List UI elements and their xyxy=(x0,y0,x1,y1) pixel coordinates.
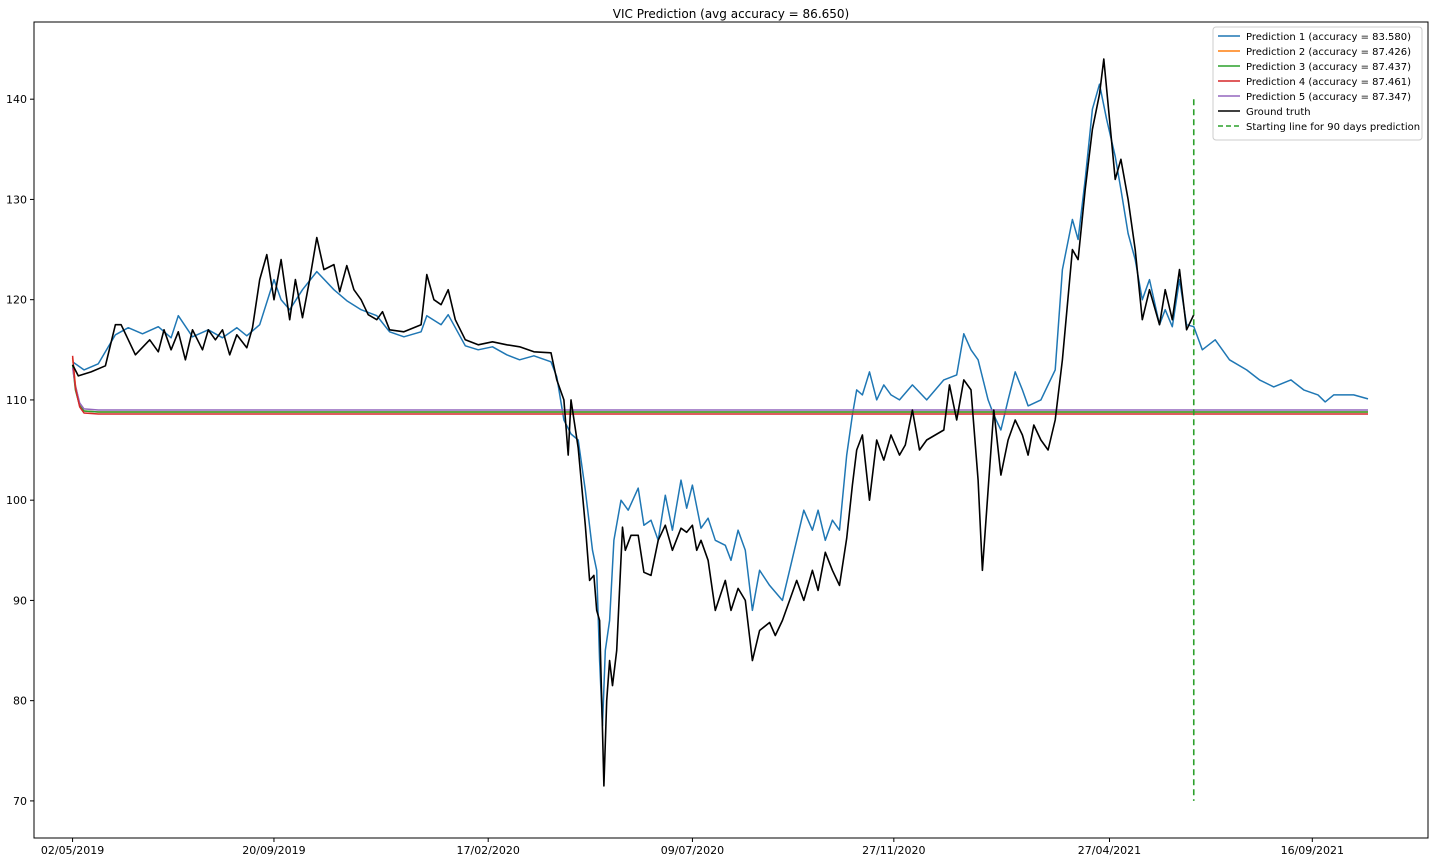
legend-label: Prediction 3 (accuracy = 87.437) xyxy=(1246,62,1411,73)
y-tick-label: 70 xyxy=(13,795,27,808)
y-tick-label: 130 xyxy=(6,193,27,206)
series-layer xyxy=(71,58,1369,801)
series-line-3 xyxy=(71,364,1368,413)
x-tick-label: 20/09/2019 xyxy=(242,844,305,857)
x-tick-label: 16/09/2021 xyxy=(1281,844,1344,857)
x-tick-label: 17/02/2020 xyxy=(456,844,519,857)
legend-label: Prediction 1 (accuracy = 83.580) xyxy=(1246,32,1411,43)
y-tick-label: 120 xyxy=(6,294,27,307)
x-tick-label: 27/04/2021 xyxy=(1078,844,1141,857)
series-line-4 xyxy=(71,355,1368,415)
legend-box xyxy=(1212,26,1423,141)
legend-label: Prediction 2 (accuracy = 87.426) xyxy=(1246,47,1411,58)
y-tick-label: 100 xyxy=(6,494,27,507)
x-tick-label: 27/11/2020 xyxy=(862,844,925,857)
legend-label: Ground truth xyxy=(1246,107,1311,118)
x-tick-label: 09/07/2020 xyxy=(661,844,724,857)
legend-label: Prediction 5 (accuracy = 87.347) xyxy=(1246,92,1411,103)
chart-title: VIC Prediction (avg accuracy = 86.650) xyxy=(613,7,849,21)
plot-frame xyxy=(33,21,1429,839)
x-axis: 02/05/2019 20/09/2019 17/02/2020 09/07/2020… xyxy=(41,838,1344,857)
series-line-1 xyxy=(72,83,1369,727)
legend-label: Prediction 4 (accuracy = 87.461) xyxy=(1246,77,1411,88)
series-line-6 xyxy=(71,58,1195,787)
legend-label: Starting line for 90 days prediction xyxy=(1246,122,1420,133)
x-tick-label: 02/05/2019 xyxy=(41,844,104,857)
series-line-2 xyxy=(71,357,1368,413)
y-axis: 70 80 90 100 110 120 130 140 xyxy=(6,93,34,808)
legend: Prediction 1 (accuracy = 83.580) Predicti… xyxy=(1212,26,1423,141)
y-tick-label: 110 xyxy=(6,394,27,407)
y-tick-label: 80 xyxy=(13,695,27,708)
y-tick-label: 90 xyxy=(13,594,27,607)
y-tick-label: 140 xyxy=(6,93,27,106)
series-line-5 xyxy=(71,367,1368,411)
